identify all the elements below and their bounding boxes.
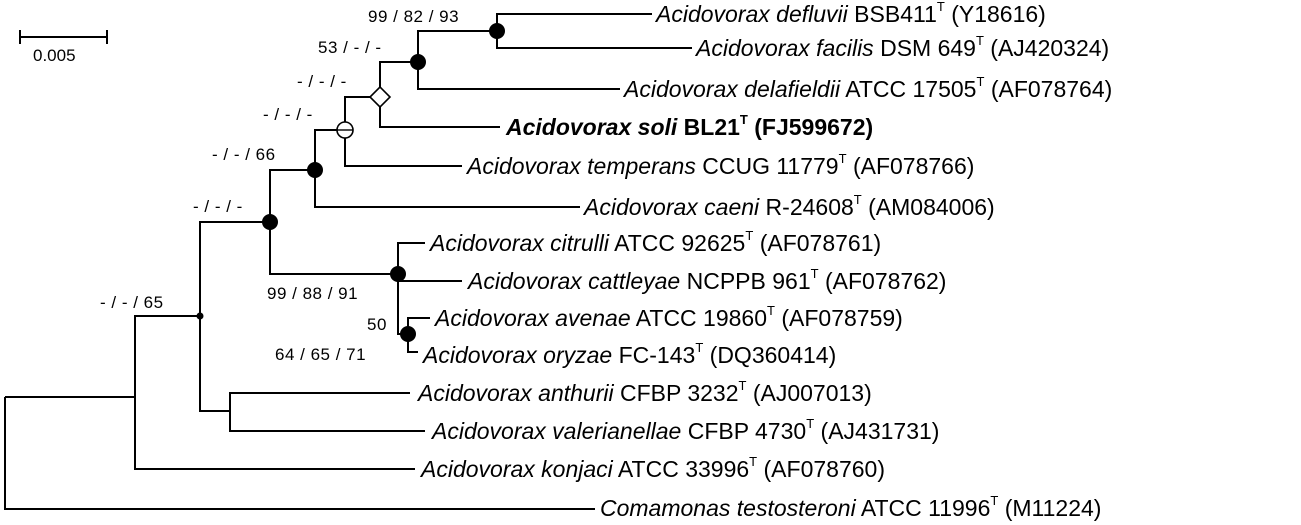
taxon-label: Acidovorax anthurii CFBP 3232T (AJ007013… [418,379,872,407]
taxon-name: Acidovorax valerianellae [432,418,682,444]
taxon-name: Acidovorax facilis [696,35,874,61]
branch-clade-a [199,13,692,316]
taxon-label: Acidovorax konjaci ATCC 33996T (AF078760… [421,455,885,483]
support-value: 53 / - / - [318,38,382,57]
taxon-label: Acidovorax valerianellae CFBP 4730T (AJ4… [432,417,939,445]
taxon-strain: FC-143 [618,342,696,368]
support-value: 50 [367,315,387,334]
support-value: 99 / 82 / 93 [368,7,460,26]
node-filled-circle [489,23,505,39]
taxon-strain: NCPPB 961 [686,268,811,294]
taxon-accession: (FJ599672) [754,114,874,140]
type-strain-mark: T [838,151,847,166]
taxon-strain: ATCC 17505 [845,76,977,102]
taxon-accession: (AJ420324) [990,35,1110,61]
type-strain-mark: T [810,266,819,281]
node-filled-circle [262,214,278,230]
type-strain-mark: T [749,454,758,469]
taxon-accession: (AF078766) [852,153,975,179]
type-strain-mark: T [806,416,815,431]
type-strain-mark: T [853,192,862,207]
taxon-label: Acidovorax defluvii BSB411T (Y18616) [656,0,1046,28]
taxon-label: Acidovorax cattleyae NCPPB 961T (AF07876… [468,267,946,295]
taxon-strain: BL21 [683,114,740,140]
taxon-name: Acidovorax cattleyae [468,268,681,294]
node-open-diamond [368,85,392,109]
taxon-name: Comamonas testosteroni [600,495,856,521]
taxon-label: Acidovorax avenae ATCC 19860T (AF078759) [435,304,903,332]
node-filled-circle [410,54,426,70]
taxon-accession: (AF078760) [763,456,885,482]
taxon-accession: (Y18616) [951,1,1046,27]
taxon-label: Acidovorax caeni R-24608T (AM084006) [584,193,995,221]
support-value: 99 / 88 / 91 [267,284,359,303]
taxon-accession: (AM084006) [868,194,995,220]
taxon-name: Acidovorax anthurii [418,380,614,406]
taxon-label: Acidovorax oryzae FC-143T (DQ360414) [423,341,836,369]
taxon-label: Comamonas testosteroni ATCC 11996T (M112… [600,494,1101,522]
taxon-strain: BSB411 [854,1,937,27]
taxon-name: Acidovorax konjaci [421,456,613,482]
taxon-name: Acidovorax avenae [435,305,631,331]
taxon-strain: ATCC 92625 [614,230,746,256]
taxon-name: Acidovorax soli [506,114,678,140]
taxon-name: Acidovorax temperans [467,153,696,179]
node-filled-circle [390,266,406,282]
type-strain-mark: T [990,493,999,508]
taxon-label: Acidovorax temperans CCUG 11779T (AF0787… [467,152,974,180]
support-value: 64 / 65 / 71 [275,345,367,364]
taxon-label: Acidovorax delafieldii ATCC 17505T (AF07… [624,75,1112,103]
type-strain-mark: T [975,33,984,48]
taxon-accession: (AF078759) [781,305,903,331]
type-strain-mark: T [936,0,945,14]
scale-bar [19,30,108,44]
support-value: - / - / - [193,197,243,216]
scale-bar-label: 0.005 [33,46,76,65]
taxon-accession: (AJ007013) [752,380,872,406]
type-strain-mark: T [745,228,754,243]
taxon-strain: ATCC 19860 [635,305,768,331]
support-value: - / - / - [297,72,347,91]
taxon-label-highlighted: Acidovorax soli BL21T (FJ599672) [506,113,873,141]
taxon-name: Acidovorax oryzae [423,342,613,368]
taxon-name: Acidovorax defluvii [656,1,848,27]
taxon-strain: ATCC 33996 [617,456,750,482]
support-value: - / - / 65 [100,293,164,312]
node-markers [196,23,505,342]
taxon-strain: ATCC 11996 [860,495,991,521]
taxon-strain: CFBP 3232 [620,380,739,406]
taxon-accession: (AJ431731) [820,418,940,444]
taxon-accession: (AF078764) [990,76,1113,102]
taxon-name: Acidovorax citrulli [430,230,609,256]
taxon-accession: (DQ360414) [709,342,837,368]
taxon-strain: R-24608 [765,194,854,220]
taxon-label: Acidovorax facilis DSM 649T (AJ420324) [696,34,1109,62]
branch-root [4,315,595,510]
type-strain-mark: T [976,74,985,89]
type-strain-mark: T [695,340,704,355]
taxon-strain: DSM 649 [880,35,976,61]
node-small-dot [196,312,204,320]
taxon-accession: (M11224) [1004,495,1102,521]
taxon-strain: CFBP 4730 [687,418,807,444]
taxon-accession: (AF078761) [759,230,882,256]
taxon-strain: CCUG 11779 [702,153,839,179]
type-strain-mark: T [767,303,775,318]
taxon-label: Acidovorax citrulli ATCC 92625T (AF07876… [430,229,881,257]
type-strain-mark: T [738,378,747,393]
taxon-name: Acidovorax caeni [584,194,760,220]
taxon-name: Acidovorax delafieldii [624,76,841,102]
support-value: - / - / 66 [212,145,276,164]
type-strain-mark: T [739,112,748,127]
support-value: - / - / - [263,105,313,124]
taxon-accession: (AF078762) [824,268,947,294]
node-filled-circle [307,162,323,178]
node-filled-circle [400,326,416,342]
